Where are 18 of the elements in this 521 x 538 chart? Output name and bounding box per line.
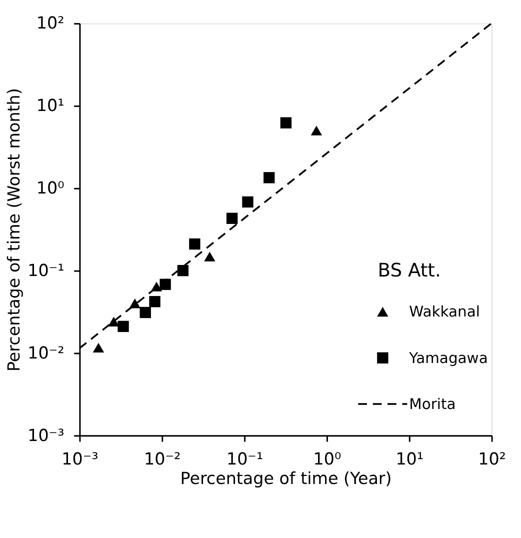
y-tick-label: 10⁰ <box>36 178 65 198</box>
y-axis-title: Percentage of time (Worst month) <box>4 88 24 372</box>
x-tick-label: 10¹ <box>396 449 424 468</box>
x-tick-label: 10⁻¹ <box>226 449 264 468</box>
legend-label: Morita <box>409 396 456 413</box>
x-tick-label: 10² <box>478 449 506 468</box>
y-tick-label: 10⁻³ <box>28 426 64 445</box>
y-tick-label: 10² <box>36 14 64 33</box>
y-tick-label: 10⁻² <box>28 343 64 362</box>
legend-label: Wakkanal <box>409 304 480 321</box>
x-tick-label: 10⁰ <box>313 449 342 468</box>
x-tick-label: 10⁻³ <box>62 449 98 468</box>
x-tick-label: 10⁻² <box>144 449 181 468</box>
x-axis-title: Percentage of time (Year) <box>180 468 392 488</box>
legend-title: BS Att. <box>378 260 441 282</box>
legend-label: Yamagawa <box>408 350 488 367</box>
y-tick-label: 10⁻¹ <box>28 260 64 280</box>
y-tick-label: 10¹ <box>36 96 64 116</box>
